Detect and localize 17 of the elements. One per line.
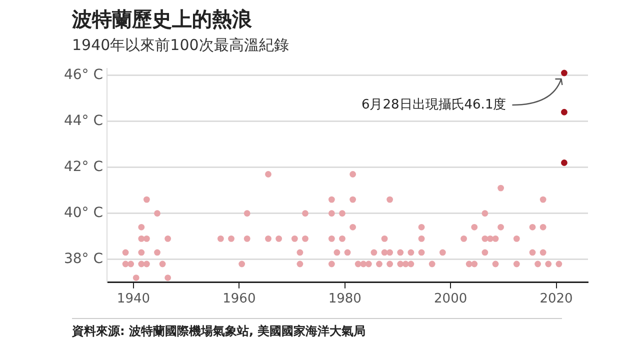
y-tick-label: 46° C: [64, 66, 104, 83]
point: [561, 160, 568, 166]
x-tick-label: 2020: [540, 292, 573, 307]
x-tick-label: 1980: [328, 292, 362, 307]
x-tick-label: 2000: [434, 292, 468, 307]
y-tick-label: 42° C: [64, 158, 104, 175]
point: [561, 70, 568, 76]
chart-subtitle: 1940年以來前100次最高溫紀錄: [72, 36, 289, 55]
y-tick-label: 44° C: [64, 112, 104, 129]
annotation: 6月28日出現攝氏46.1度: [361, 96, 506, 112]
source-note: 資料來源: 波特蘭國際機場氣象站, 美國國家海洋大氣局: [72, 318, 562, 340]
point: [561, 108, 568, 116]
x-tick-label: 1960: [222, 292, 256, 307]
y-tick-label: 40° C: [64, 205, 104, 222]
x-tick-label: 1940: [116, 292, 150, 307]
y-tick-label: 38° C: [64, 251, 104, 268]
chart-title: 波特蘭歷史上的熱浪: [72, 6, 252, 33]
